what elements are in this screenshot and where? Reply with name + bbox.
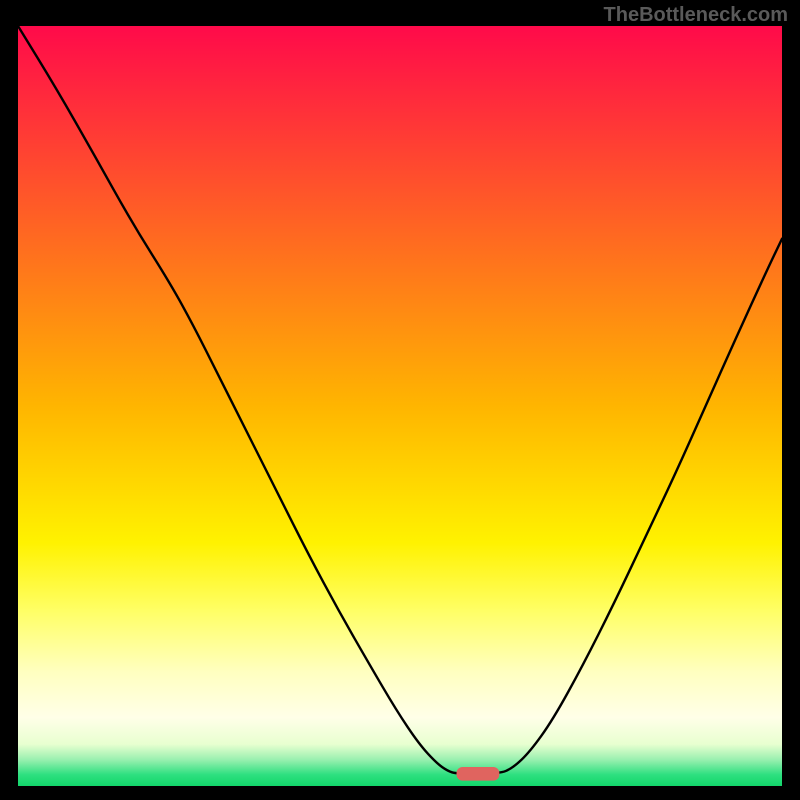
optimal-marker — [457, 767, 500, 781]
chart-svg — [18, 26, 782, 786]
bottleneck-chart — [18, 26, 782, 786]
chart-background — [18, 26, 782, 786]
watermark-label: TheBottleneck.com — [604, 4, 788, 27]
